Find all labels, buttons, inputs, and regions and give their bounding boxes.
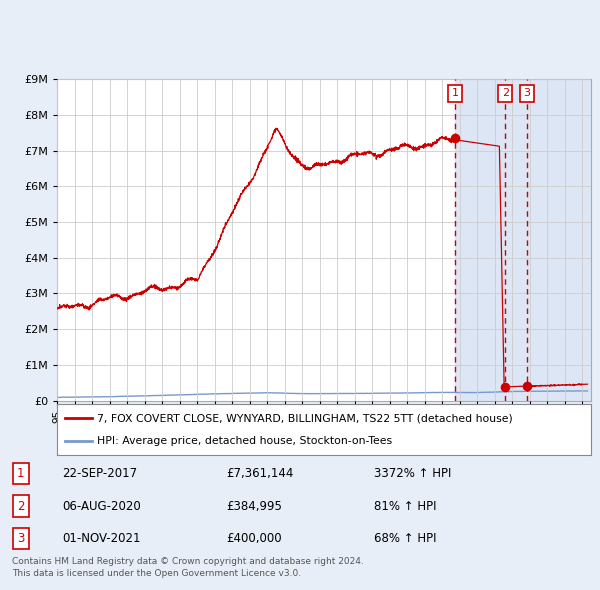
Text: Contains HM Land Registry data © Crown copyright and database right 2024.
This d: Contains HM Land Registry data © Crown c… — [12, 557, 364, 578]
Text: 81% ↑ HPI: 81% ↑ HPI — [374, 500, 437, 513]
Text: 3372% ↑ HPI: 3372% ↑ HPI — [374, 467, 452, 480]
Text: 06-AUG-2020: 06-AUG-2020 — [62, 500, 141, 513]
Point — [450, 133, 460, 142]
Text: 2: 2 — [17, 500, 25, 513]
Point — [522, 382, 532, 391]
Text: 22-SEP-2017: 22-SEP-2017 — [62, 467, 137, 480]
Point — [500, 382, 510, 392]
Text: 1: 1 — [17, 467, 25, 480]
Text: 68% ↑ HPI: 68% ↑ HPI — [374, 532, 437, 545]
Text: 3: 3 — [17, 532, 25, 545]
Text: £384,995: £384,995 — [226, 500, 281, 513]
Text: £400,000: £400,000 — [226, 532, 281, 545]
Bar — [455, 79, 591, 401]
Text: 7, FOX COVERT CLOSE, WYNYARD, BILLINGHAM, TS22 5TT (detached house): 7, FOX COVERT CLOSE, WYNYARD, BILLINGHAM… — [97, 413, 513, 423]
Text: HPI: Average price, detached house, Stockton-on-Tees: HPI: Average price, detached house, Stoc… — [97, 437, 392, 447]
Text: 01-NOV-2021: 01-NOV-2021 — [62, 532, 141, 545]
Text: 1: 1 — [451, 88, 458, 99]
Text: 3: 3 — [523, 88, 530, 99]
Text: £7,361,144: £7,361,144 — [226, 467, 293, 480]
Text: 2: 2 — [502, 88, 509, 99]
